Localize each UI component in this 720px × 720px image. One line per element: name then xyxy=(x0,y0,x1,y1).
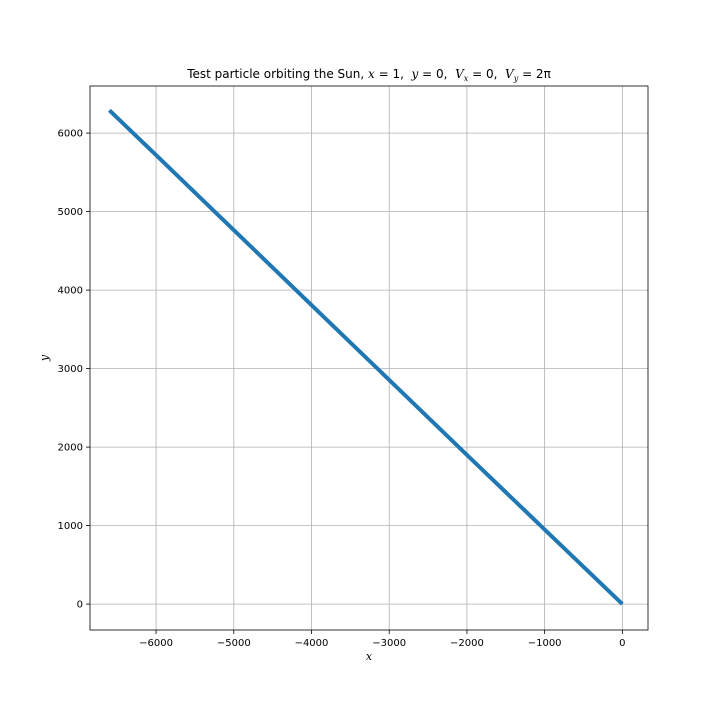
y-tick-label: 5000 xyxy=(58,207,83,218)
series-layer xyxy=(108,108,624,606)
title-variable: x xyxy=(368,67,375,81)
title-equation: = 2π xyxy=(518,67,551,81)
x-tick-label: −4000 xyxy=(295,638,329,649)
x-axis-ticks: −6000 −5000 −4000 −3000 −2000 −1000 0 xyxy=(139,630,626,649)
chart-title: Test particle orbiting the Sun, x = 1, y… xyxy=(186,67,551,83)
x-tick-label: −5000 xyxy=(217,638,251,649)
x-tick-label: −3000 xyxy=(372,638,406,649)
y-tick-label: 4000 xyxy=(58,286,83,297)
x-tick-label: −2000 xyxy=(450,638,484,649)
title-equation: = 0, xyxy=(468,67,505,81)
title-variable: V xyxy=(455,67,465,81)
x-tick-label: −6000 xyxy=(139,638,173,649)
title-subscript: y xyxy=(513,74,519,83)
x-tick-label: −1000 xyxy=(528,638,562,649)
y-tick-label: 0 xyxy=(77,600,83,611)
title-variable: V xyxy=(505,67,515,81)
y-axis-label: y xyxy=(38,354,51,362)
trajectory-line xyxy=(108,108,624,606)
title-variable: y xyxy=(411,67,419,81)
y-tick-label: 2000 xyxy=(58,443,83,454)
title-equation: = 0, xyxy=(418,67,455,81)
x-axis-label: x xyxy=(366,650,373,663)
title-subscript: x xyxy=(464,74,469,83)
y-tick-label: 1000 xyxy=(58,521,83,532)
x-tick-label: 0 xyxy=(619,638,625,649)
y-tick-label: 3000 xyxy=(58,364,83,375)
y-axis-ticks: 0 1000 2000 3000 4000 5000 6000 xyxy=(58,129,90,611)
grid xyxy=(90,86,648,630)
title-prefix: Test particle orbiting the Sun, xyxy=(186,67,368,81)
y-tick-label: 6000 xyxy=(58,129,83,140)
title-equation: = 1, xyxy=(375,67,412,81)
plot-frame xyxy=(89,85,649,631)
